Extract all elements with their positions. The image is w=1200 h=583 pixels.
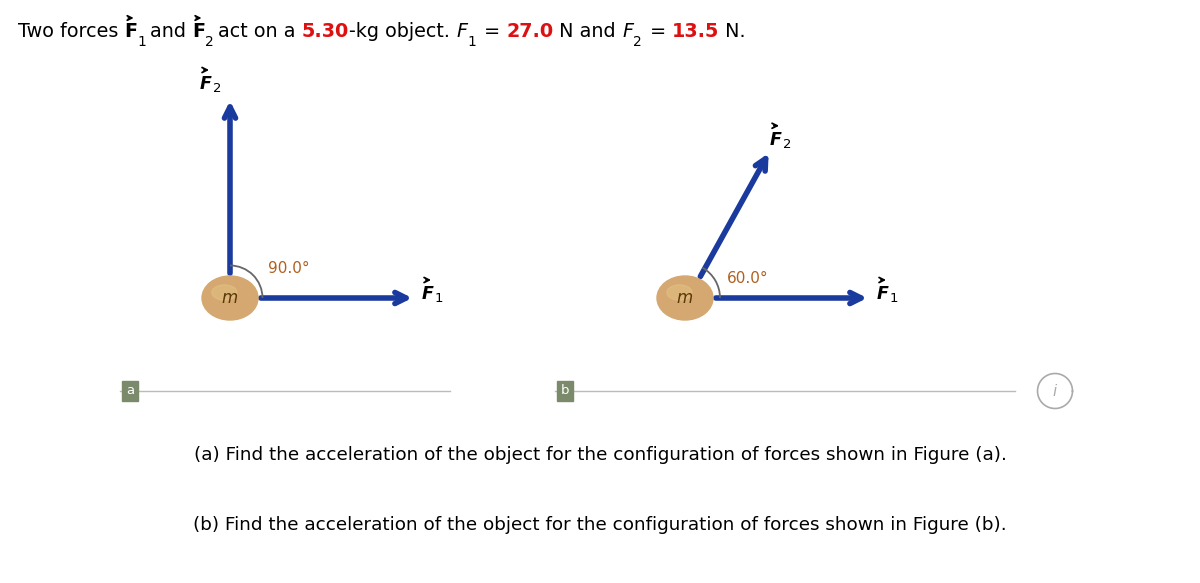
Text: i: i (1052, 385, 1057, 399)
Text: N.: N. (719, 22, 746, 41)
Text: (a) Find the acceleration of the object for the configuration of forces shown in: (a) Find the acceleration of the object … (193, 446, 1007, 464)
Text: -kg object.: -kg object. (349, 22, 456, 41)
Text: m: m (677, 289, 694, 307)
Text: act on a: act on a (218, 22, 301, 41)
Text: 2: 2 (205, 35, 214, 49)
Ellipse shape (211, 285, 236, 300)
Text: 2: 2 (634, 35, 642, 49)
Text: 90.0°: 90.0° (268, 261, 310, 276)
Text: m: m (222, 289, 238, 307)
Text: 1: 1 (890, 292, 899, 305)
Text: b: b (560, 385, 569, 398)
Text: a: a (126, 385, 134, 398)
Ellipse shape (667, 285, 692, 300)
Text: 27.0: 27.0 (506, 22, 553, 41)
Text: F: F (200, 75, 212, 93)
Ellipse shape (658, 276, 713, 320)
Text: F: F (456, 22, 467, 41)
Text: F: F (422, 285, 434, 303)
Text: (b) Find the acceleration of the object for the configuration of forces shown in: (b) Find the acceleration of the object … (193, 516, 1007, 534)
Text: F: F (770, 131, 782, 149)
Text: F: F (622, 22, 634, 41)
Text: 1: 1 (138, 35, 146, 49)
Text: F: F (125, 22, 138, 41)
Ellipse shape (202, 276, 258, 320)
Text: 1: 1 (434, 292, 443, 305)
Text: 60.0°: 60.0° (727, 271, 769, 286)
Text: N and: N and (553, 22, 622, 41)
Text: =: = (643, 22, 672, 41)
Text: and: and (150, 22, 192, 41)
Text: 1: 1 (467, 35, 476, 49)
Text: Two forces: Two forces (18, 22, 125, 41)
Text: 5.30: 5.30 (301, 22, 349, 41)
Text: 2: 2 (212, 82, 221, 95)
Text: F: F (192, 22, 205, 41)
Text: 2: 2 (782, 138, 791, 151)
Text: F: F (877, 285, 889, 303)
Text: 13.5: 13.5 (672, 22, 719, 41)
Text: =: = (478, 22, 506, 41)
